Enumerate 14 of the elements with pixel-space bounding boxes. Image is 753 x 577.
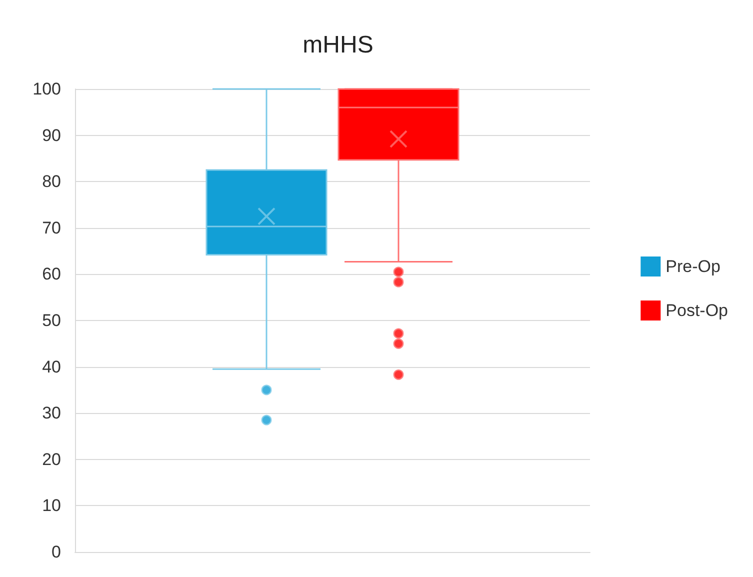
y-tick-label: 100: [32, 80, 61, 98]
y-tick-label: 0: [52, 542, 61, 562]
y-tick-label: 40: [42, 357, 61, 376]
y-tick-label: 30: [42, 404, 61, 423]
y-tick-label: 90: [42, 126, 61, 145]
y-tick-label: 50: [42, 311, 61, 330]
legend-label: Post-Op: [666, 301, 728, 320]
y-tick-label: 70: [42, 218, 61, 238]
chart-title: mHHS: [302, 32, 374, 58]
legend-label: Pre-Op: [666, 257, 720, 276]
y-tick-label: 20: [42, 450, 61, 469]
y-tick-label: 10: [42, 496, 61, 516]
y-tick-label: 60: [42, 264, 61, 284]
y-tick-label: 80: [42, 172, 61, 192]
